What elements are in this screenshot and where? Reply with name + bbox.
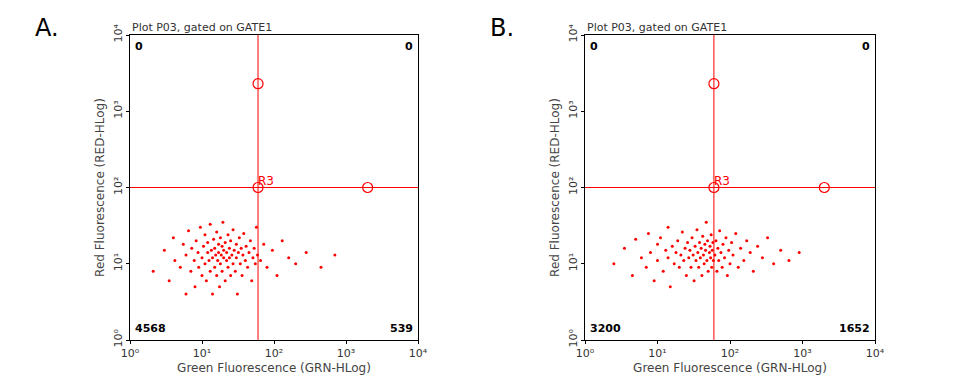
svg-text:A.: A. [35,14,59,42]
svg-text:10³: 10³ [112,100,125,118]
svg-text:3200: 3200 [590,322,621,335]
svg-text:B.: B. [490,14,514,42]
svg-text:Plot P03, gated on GATE1: Plot P03, gated on GATE1 [132,21,272,34]
svg-text:539: 539 [390,322,413,335]
svg-text:10²: 10² [567,177,580,195]
svg-text:10³: 10³ [337,347,355,360]
svg-text:10⁰: 10⁰ [567,329,580,348]
svg-text:10²: 10² [112,177,125,195]
svg-text:4568: 4568 [135,322,166,335]
svg-text:0: 0 [862,40,870,53]
svg-text:1652: 1652 [839,322,870,335]
svg-text:10⁰: 10⁰ [576,347,595,360]
svg-text:10³: 10³ [567,100,580,118]
svg-text:Plot P03, gated on GATE1: Plot P03, gated on GATE1 [587,21,727,34]
svg-text:10¹: 10¹ [648,347,666,360]
svg-text:10²: 10² [265,347,283,360]
svg-text:R3: R3 [258,174,274,188]
svg-text:10³: 10³ [793,347,811,360]
svg-text:10⁴: 10⁴ [409,347,428,360]
svg-text:0: 0 [590,40,598,53]
svg-text:10⁰: 10⁰ [112,329,125,348]
svg-text:0: 0 [135,40,143,53]
svg-text:0: 0 [405,40,413,53]
svg-text:Green Fluorescence (GRN-HLog): Green Fluorescence (GRN-HLog) [177,361,371,375]
svg-text:10¹: 10¹ [567,253,580,271]
svg-text:10⁴: 10⁴ [112,24,125,43]
svg-text:Red Fluorescence (RED-HLog): Red Fluorescence (RED-HLog) [93,98,107,277]
svg-text:10²: 10² [721,347,739,360]
svg-text:10¹: 10¹ [112,253,125,271]
svg-text:R3: R3 [714,174,730,188]
svg-text:Green Fluorescence (GRN-HLog): Green Fluorescence (GRN-HLog) [633,361,827,375]
svg-text:10⁰: 10⁰ [121,347,140,360]
svg-text:10⁴: 10⁴ [866,347,885,360]
svg-text:10¹: 10¹ [193,347,211,360]
svg-text:Red Fluorescence (RED-HLog): Red Fluorescence (RED-HLog) [548,98,562,277]
svg-text:10⁴: 10⁴ [567,24,580,43]
